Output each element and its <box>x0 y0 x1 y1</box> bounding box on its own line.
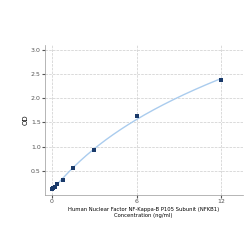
Point <box>51 186 55 190</box>
X-axis label: Human Nuclear Factor NF-Kappa-B P105 Subunit (NFKB1)
Concentration (ng/ml): Human Nuclear Factor NF-Kappa-B P105 Sub… <box>68 207 220 218</box>
Point <box>61 178 65 182</box>
Y-axis label: OD: OD <box>22 115 28 125</box>
Point <box>92 148 96 152</box>
Point <box>55 182 59 186</box>
Point <box>219 78 223 82</box>
Point <box>53 184 57 188</box>
Point <box>50 187 54 191</box>
Point <box>71 166 75 170</box>
Point <box>135 114 139 118</box>
Point <box>52 186 56 190</box>
